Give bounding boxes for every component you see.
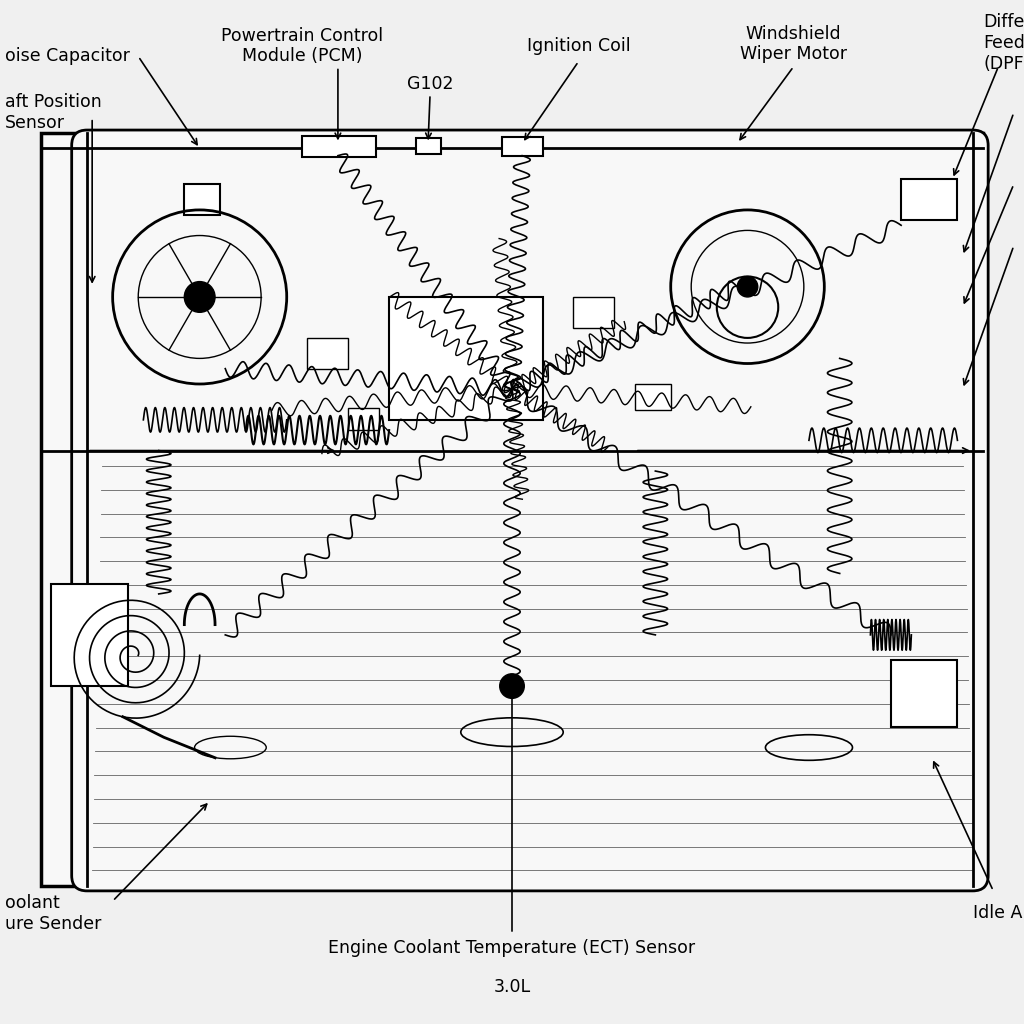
Bar [416,138,441,154]
Text: Ignition Coil: Ignition Coil [526,37,631,55]
Text: G102: G102 [407,75,454,93]
Text: Windshield
Wiper Motor: Windshield Wiper Motor [740,25,847,63]
Circle shape [737,276,758,297]
Bar [573,297,614,328]
Bar [302,136,376,157]
FancyBboxPatch shape [72,130,988,891]
Circle shape [184,282,215,312]
Bar [389,297,543,420]
Text: Differen
Feedbac
(DPFE): Differen Feedbac (DPFE) [983,13,1024,73]
Bar [502,137,543,156]
Text: aft Position
Sensor: aft Position Sensor [5,93,101,132]
Text: oolant
ure Sender: oolant ure Sender [5,894,101,933]
Text: 3.0L: 3.0L [494,978,530,996]
Bar [41,133,983,886]
Bar [184,184,220,215]
Text: Idle Air Contro: Idle Air Contro [973,904,1024,923]
Text: Powertrain Control
Module (PCM): Powertrain Control Module (PCM) [221,27,383,66]
Bar [901,179,957,220]
Bar [348,408,379,430]
Bar [635,384,671,410]
Text: oise Capacitor: oise Capacitor [5,47,130,66]
Text: Engine Coolant Temperature (ECT) Sensor: Engine Coolant Temperature (ECT) Sensor [329,939,695,957]
Circle shape [500,674,524,698]
Bar [307,338,348,369]
Bar [891,660,957,727]
Bar [51,584,128,686]
